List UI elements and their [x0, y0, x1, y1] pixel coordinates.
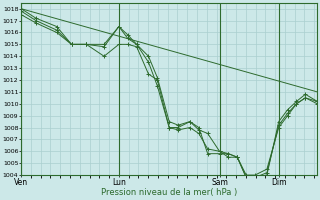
X-axis label: Pression niveau de la mer( hPa ): Pression niveau de la mer( hPa ) — [101, 188, 237, 197]
